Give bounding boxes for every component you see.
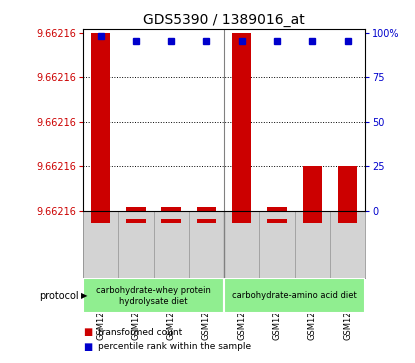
Bar xyxy=(232,33,251,211)
Text: percentile rank within the sample: percentile rank within the sample xyxy=(98,342,251,351)
Bar xyxy=(267,207,287,211)
Bar xyxy=(197,219,216,223)
Bar xyxy=(267,219,287,223)
FancyBboxPatch shape xyxy=(224,278,365,313)
Title: GDS5390 / 1389016_at: GDS5390 / 1389016_at xyxy=(143,13,305,26)
Bar xyxy=(338,211,357,223)
Text: carbohydrate-amino acid diet: carbohydrate-amino acid diet xyxy=(232,291,357,300)
Bar xyxy=(91,211,110,223)
Text: carbohydrate-whey protein
hydrolysate diet: carbohydrate-whey protein hydrolysate di… xyxy=(96,286,211,306)
Bar xyxy=(338,166,357,211)
Bar xyxy=(91,33,110,211)
Text: ■: ■ xyxy=(83,342,92,352)
Bar xyxy=(197,207,216,211)
Bar xyxy=(161,207,181,211)
Text: ▶: ▶ xyxy=(81,291,88,300)
Text: ■: ■ xyxy=(83,327,92,337)
Text: transformed count: transformed count xyxy=(98,328,182,337)
Bar xyxy=(126,219,146,223)
Bar xyxy=(303,211,322,223)
Bar xyxy=(126,207,146,211)
FancyBboxPatch shape xyxy=(83,278,224,313)
Bar xyxy=(303,166,322,211)
Text: protocol: protocol xyxy=(39,291,79,301)
Bar xyxy=(161,219,181,223)
Bar xyxy=(232,211,251,223)
